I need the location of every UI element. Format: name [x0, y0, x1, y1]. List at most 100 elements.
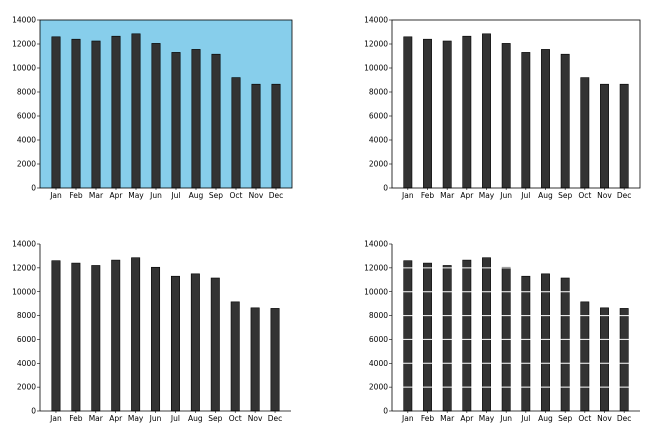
bar-apr	[462, 259, 472, 412]
x-tick-label: Jan	[49, 191, 62, 200]
y-tick-label: 10000	[12, 64, 36, 73]
x-tick-label: Nov	[597, 191, 612, 200]
bar-oct	[580, 77, 590, 189]
x-tick-label: May	[128, 191, 144, 200]
y-tick-label: 2000	[369, 160, 388, 169]
x-tick-label: Apr	[460, 191, 474, 200]
bar-may	[131, 257, 141, 412]
bar-sep	[210, 277, 220, 412]
y-tick-label: 14000	[12, 240, 36, 249]
y-tick-label: 14000	[12, 16, 36, 25]
x-tick-label: Apr	[110, 191, 124, 200]
y-tick-label: 14000	[364, 240, 388, 249]
y-tick-label: 8000	[369, 88, 388, 97]
x-tick-label: Nov	[248, 414, 263, 423]
bar-nov	[251, 83, 261, 189]
bar-aug	[541, 49, 550, 189]
bar-nov	[600, 83, 609, 189]
plot-area	[40, 20, 292, 188]
x-tick-label: Sep	[558, 414, 572, 423]
bar-jan	[403, 260, 413, 412]
y-tick-label: 0	[31, 184, 36, 193]
x-tick-label: May	[479, 191, 495, 200]
y-tick-label: 2000	[369, 383, 388, 392]
x-tick-label: Jan	[401, 414, 414, 423]
plot-frame	[39, 19, 293, 189]
y-tick-label: 0	[383, 184, 388, 193]
bar-sep	[560, 277, 570, 412]
x-tick-label: Jun	[499, 414, 512, 423]
y-tick-label: 12000	[12, 40, 36, 49]
bar-nov	[600, 307, 609, 412]
bar-jun	[151, 43, 161, 189]
x-tick-label: Jun	[149, 414, 162, 423]
chart-panel-2: Jan Feb Mar Apr May Jun Jul Aug Sep Oct Nov Dec 0 200…	[364, 16, 641, 200]
bar-mar	[442, 40, 452, 189]
x-tick-label: Nov	[597, 414, 612, 423]
bar-jun	[501, 43, 511, 189]
y-tick-label: 12000	[364, 40, 388, 49]
bar-jan	[403, 36, 413, 189]
y-tick-label: 6000	[369, 335, 388, 344]
y-tick-label: 0	[31, 407, 36, 416]
x-tick-label: Aug	[538, 414, 553, 423]
y-tick-label: 4000	[17, 136, 36, 145]
x-tick-label: Dec	[268, 414, 283, 423]
y-tick-label: 10000	[12, 287, 36, 296]
x-tick-label: Jun	[149, 191, 162, 200]
bar-may	[482, 33, 491, 189]
x-tick-label: Aug	[189, 191, 204, 200]
x-tick-label: Sep	[208, 414, 222, 423]
x-tick-label: Jul	[170, 191, 180, 200]
bar-may	[482, 257, 491, 412]
y-tick-label: 12000	[12, 263, 36, 272]
bar-oct	[231, 77, 241, 189]
x-tick-label: Jan	[49, 414, 62, 423]
bar-jul	[521, 52, 531, 189]
y-tick-label: 8000	[17, 311, 36, 320]
x-tick-label: Nov	[249, 191, 264, 200]
bar-feb	[71, 38, 81, 189]
y-tick-label: 2000	[17, 160, 36, 169]
bar-aug	[191, 49, 201, 189]
bar-mar	[442, 265, 452, 412]
bar-may	[131, 33, 141, 189]
x-tick-label: Aug	[188, 414, 203, 423]
x-tick-label: Oct	[230, 191, 243, 200]
bar-jan	[51, 260, 61, 412]
bar-aug	[541, 273, 550, 412]
x-tick-label: Mar	[89, 414, 104, 423]
x-tick-label: Jul	[170, 414, 180, 423]
bar-feb	[71, 262, 81, 412]
bar-mar	[91, 40, 101, 189]
chart-panel-1: Jan Feb Mar Apr May Jun Jul Aug Sep Oct Nov Dec 0 200…	[12, 16, 293, 200]
bar-jun	[151, 266, 161, 412]
x-tick-label: Jun	[499, 191, 512, 200]
bar-sep	[211, 53, 221, 189]
x-tick-label: Feb	[421, 414, 435, 423]
x-tick-label: Mar	[440, 414, 455, 423]
x-tick-label: Sep	[209, 191, 223, 200]
chart-panel-4: Jan Feb Mar Apr May Jun Jul Aug Sep Oct Nov Dec 0 200…	[364, 240, 640, 423]
bar-dec	[619, 308, 629, 412]
y-tick-label: 12000	[364, 263, 388, 272]
x-tick-label: Aug	[538, 191, 553, 200]
y-tick-label: 4000	[369, 136, 388, 145]
plot-frame	[391, 19, 641, 189]
x-tick-label: Jul	[520, 191, 530, 200]
y-tick-label: 10000	[364, 287, 388, 296]
plot-area	[392, 244, 640, 411]
chart-panel-3: Jan Feb Mar Apr May Jun Jul Aug Sep Oct Nov Dec 0 200…	[12, 240, 291, 423]
bar-jul	[170, 275, 180, 412]
plot-area	[40, 244, 291, 411]
bar-apr	[111, 259, 121, 412]
y-tick-label: 6000	[369, 112, 388, 121]
bar-feb	[423, 262, 432, 412]
y-tick-label: 2000	[17, 383, 36, 392]
x-tick-label: Apr	[109, 414, 123, 423]
y-tick-label: 8000	[17, 88, 36, 97]
x-tick-label: Oct	[578, 191, 591, 200]
x-tick-label: Sep	[558, 191, 572, 200]
x-tick-label: May	[128, 414, 144, 423]
